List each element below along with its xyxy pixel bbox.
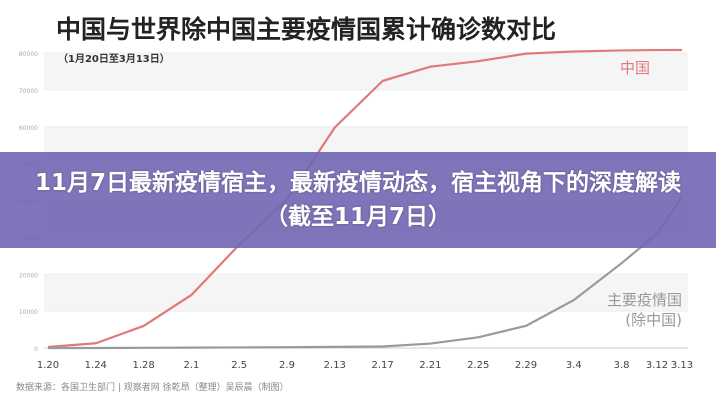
x-tick-label: 3.4 (566, 360, 582, 371)
x-tick-label: 1.20 (37, 360, 59, 371)
grid-band (44, 274, 688, 312)
x-tick-label: 1.28 (132, 360, 154, 371)
x-tick-label: 1.24 (85, 360, 107, 371)
x-tick-label: 2.21 (419, 360, 441, 371)
y-tick-label: 10000 (19, 309, 38, 316)
headline-banner: 11月7日最新疫情宿主，最新疫情动态，宿主视角下的深度解读（截至11月7日） (0, 152, 716, 248)
x-tick-label: 2.25 (467, 360, 489, 371)
x-tick-label: 2.29 (515, 360, 537, 371)
chart-title: 中国与世界除中国主要疫情国累计确诊数对比 (56, 15, 557, 44)
series-label-world-line2: (除中国) (625, 311, 682, 329)
y-tick-label: 70000 (19, 88, 38, 95)
headline-text: 11月7日最新疫情宿主，最新疫情动态，宿主视角下的深度解读（截至11月7日） (34, 170, 681, 230)
x-tick-label: 3.12 (646, 360, 668, 371)
y-tick-label: 0 (34, 346, 38, 353)
x-tick-label: 2.5 (231, 360, 247, 371)
y-tick-label: 20000 (19, 272, 38, 279)
series-label-world-line1: 主要疫情国 (606, 291, 682, 309)
y-tick-label: 60000 (19, 125, 38, 132)
chart-subtitle: （1月20日至3月13日） (58, 54, 170, 65)
x-tick-label: 2.9 (279, 360, 295, 371)
y-tick-label: 80000 (19, 51, 38, 58)
series-label-china: 中国 (620, 59, 651, 77)
series-label-world: 主要疫情国 (除中国) (596, 290, 682, 330)
data-source: 数据来源：各国卫生部门 | 观察者网 徐乾昂（整理）吴辰晨（制图） (16, 383, 289, 393)
x-tick-label: 2.17 (371, 360, 393, 371)
x-tick-label: 3.8 (614, 360, 630, 371)
grid-band (44, 53, 688, 90)
x-tick-label: 2.13 (324, 360, 346, 371)
x-tick-label: 2.1 (183, 360, 199, 371)
x-tick-label: 3.13 (671, 360, 693, 371)
